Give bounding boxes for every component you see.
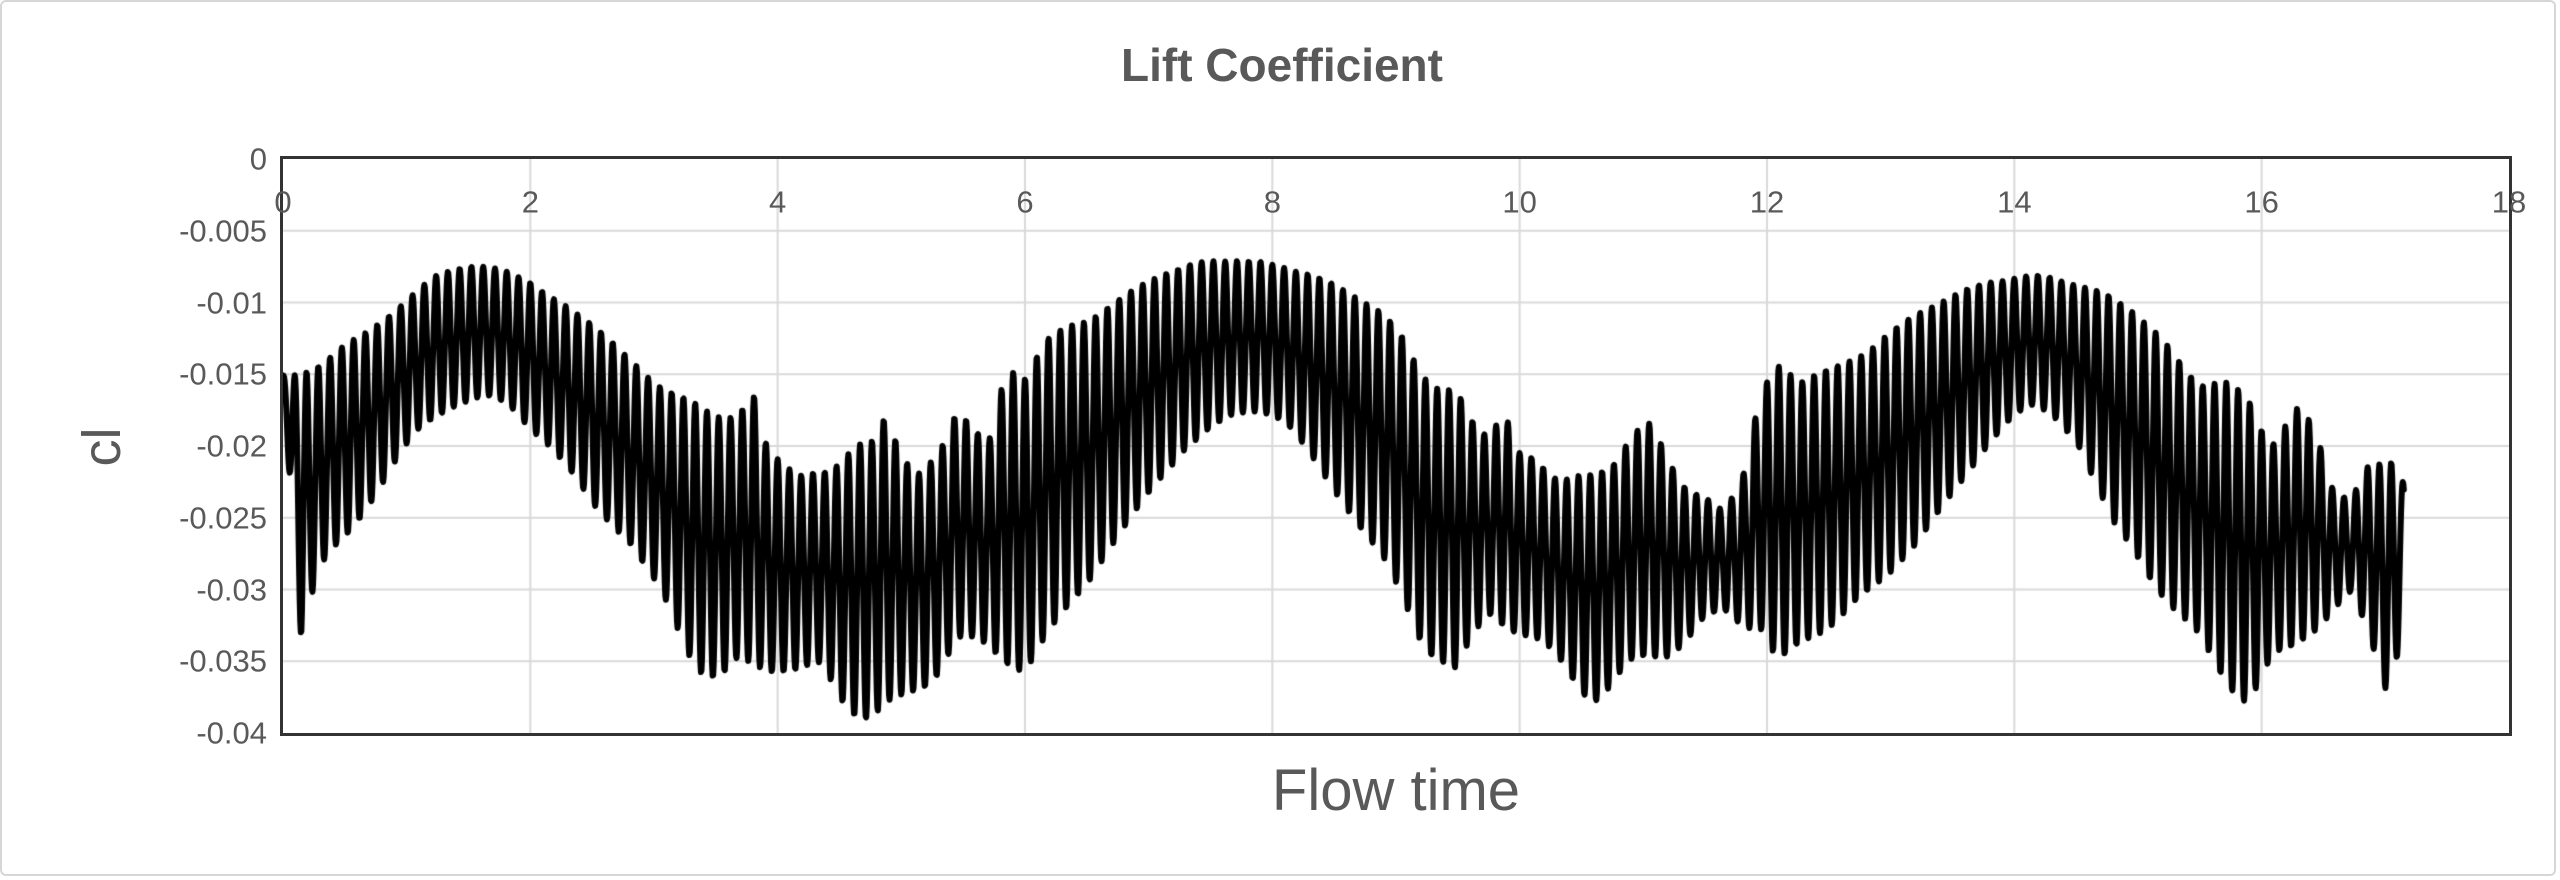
plot-canvas[interactable]	[283, 159, 2509, 733]
y-tick-label: -0.03	[196, 572, 267, 607]
x-axis-title: Flow time	[1271, 758, 1521, 823]
x-tick-label: 0	[274, 184, 292, 220]
y-tick-label: -0.04	[196, 715, 267, 751]
y-tick-label: 0	[249, 141, 267, 177]
y-tick-label: -0.025	[179, 500, 267, 536]
chart-title: Lift Coefficient	[1121, 39, 1443, 91]
y-tick-label: -0.035	[179, 643, 267, 679]
y-tick-label: -0.005	[179, 213, 267, 249]
x-tick-label: 18	[2491, 184, 2527, 220]
y-tick-label: -0.02	[196, 428, 267, 464]
x-tick-label: 2	[521, 184, 539, 220]
x-tick-label: 8	[1263, 184, 1281, 220]
plot-area[interactable]	[280, 156, 2512, 736]
y-tick-label: -0.015	[179, 356, 267, 392]
x-tick-label: 14	[1997, 184, 2032, 220]
x-tick-label: 10	[1502, 184, 1537, 220]
x-tick-label: 16	[2244, 184, 2279, 220]
y-tick-label: -0.01	[196, 285, 267, 320]
x-tick-label: 6	[1016, 184, 1034, 220]
x-tick-label: 4	[769, 184, 787, 220]
x-tick-label: 12	[1749, 184, 1785, 220]
